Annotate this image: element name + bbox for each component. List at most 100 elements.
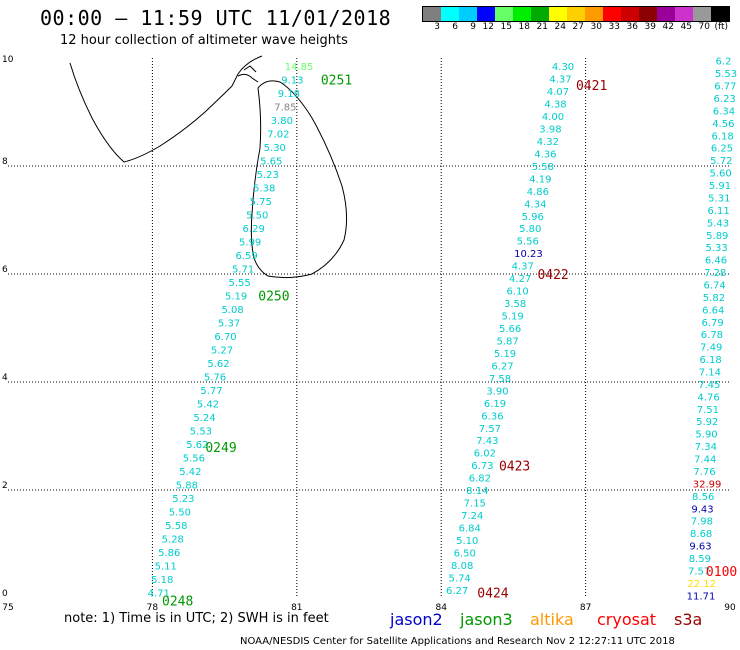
color-scale-labels: 3 6 9 12 15 18 21 24 27 30 33 36 39 42 45 70 (ft) (422, 22, 728, 32)
wave-height-value: 5.60 (710, 169, 732, 180)
pass-time-label: 0421 (576, 79, 607, 94)
wave-height-value: 5.77 (200, 386, 222, 397)
wave-height-value: 5.75 (250, 197, 272, 208)
color-scale-label: 70 (698, 22, 710, 32)
legend-s3a: s3a (674, 610, 703, 629)
wave-height-value: 5.11 (155, 562, 177, 573)
color-swatch (585, 7, 603, 21)
color-swatch (423, 7, 441, 21)
color-scale-label: 6 (452, 22, 458, 32)
wave-height-value: 5.72 (710, 156, 732, 167)
wave-height-value: 3.58 (504, 299, 526, 310)
wave-height-value: 5.87 (496, 336, 518, 347)
wave-height-value: 8.14 (466, 486, 488, 497)
wave-height-value: 10.23 (514, 249, 543, 260)
pass-time-label: 0423 (499, 460, 530, 475)
wave-height-value: 7.24 (461, 511, 483, 522)
wave-height-value: 6.46 (705, 256, 727, 267)
wave-height-value: 7.28 (704, 268, 726, 279)
color-scale-label: 30 (590, 22, 602, 32)
wave-height-value: 5.19 (225, 292, 247, 303)
wave-height-value: 6.11 (708, 206, 730, 217)
wave-height-value: 6.2 (716, 57, 732, 68)
wave-height-value: 6.78 (701, 330, 723, 341)
wave-height-value: 7.15 (464, 499, 486, 510)
wave-height-value: 9.43 (691, 504, 713, 515)
wave-height-value: 5.42 (179, 467, 201, 478)
x-tick-label: 87 (580, 603, 591, 613)
wave-height-value: 6.18 (699, 355, 721, 366)
color-scale-label: 33 (608, 22, 620, 32)
wave-height-value: 5.58 (165, 521, 187, 532)
coastline-sri-lanka-north (237, 65, 259, 83)
wave-height-value: 5.23 (172, 494, 194, 505)
wave-height-value: 4.07 (547, 87, 569, 98)
wave-height-value: 4.34 (524, 199, 546, 210)
pass-time-label: 0249 (205, 441, 236, 456)
page-title: 00:00 – 11:59 UTC 11/01/2018 (40, 6, 392, 30)
legend-jason3: jason3 (460, 610, 513, 629)
color-swatch (693, 7, 711, 21)
color-swatch (549, 7, 567, 21)
wave-height-value: 6.18 (712, 131, 734, 142)
pass-time-label: 0424 (477, 587, 508, 602)
wave-height-value: 6.70 (214, 332, 236, 343)
color-swatch (567, 7, 585, 21)
wave-height-value: 5.90 (695, 430, 717, 441)
y-tick-label: 10 (2, 55, 14, 65)
wave-height-value: 6.34 (713, 106, 735, 117)
wave-height-value: 4.27 (509, 274, 531, 285)
wave-height-value: 5.10 (456, 536, 478, 547)
wave-height-value: 5.08 (221, 305, 243, 316)
wave-height-value: 5.62 (186, 440, 208, 451)
x-tick-label: 78 (147, 603, 159, 613)
wave-height-value: 7.85 (274, 103, 296, 114)
wave-height-value: 5.76 (204, 373, 226, 384)
color-scale-label: 18 (518, 22, 530, 32)
pass-time-label: 0250 (258, 290, 289, 305)
legend-cryosat: cryosat (597, 610, 657, 629)
color-swatch (495, 7, 513, 21)
y-tick-label: 2 (2, 481, 8, 491)
pass-time-label: 0100 (706, 565, 737, 580)
wave-height-value: 5.27 (211, 346, 233, 357)
y-tick-label: 0 (2, 589, 8, 599)
wave-height-value: 6.73 (471, 461, 493, 472)
wave-height-value: 5.24 (193, 413, 215, 424)
color-swatch (657, 7, 675, 21)
color-swatch (603, 7, 621, 21)
wave-height-value: 32.99 (693, 479, 722, 490)
wave-height-value: 22.12 (687, 579, 716, 590)
wave-height-value: 5.42 (197, 400, 219, 411)
wave-height-value: 7.51 (697, 405, 719, 416)
coastline-sri-lanka (250, 80, 348, 279)
wave-height-value: 7.43 (476, 436, 498, 447)
wave-height-value: 5.56 (183, 454, 205, 465)
wave-height-value: 11.71 (687, 591, 716, 602)
color-scale-label: 45 (680, 22, 692, 32)
wave-height-value: 6.27 (491, 361, 513, 372)
wave-height-value: 5.18 (151, 575, 173, 586)
wave-height-value: 6.64 (702, 305, 724, 316)
wave-height-value: 6.82 (469, 474, 491, 485)
wave-height-value: 5.56 (517, 237, 539, 248)
wave-height-value: 5.82 (703, 293, 725, 304)
wave-height-value: 5.53 (715, 69, 737, 80)
wave-height-value: 4.37 (549, 75, 571, 86)
wave-height-value: 4.30 (552, 62, 574, 73)
x-tick-label: 90 (724, 603, 736, 613)
x-tick-label: 81 (291, 603, 302, 613)
wave-height-value: 9.13 (281, 76, 303, 87)
wave-height-value: 5.43 (707, 218, 729, 229)
wave-height-value: 7.57 (688, 566, 710, 577)
color-swatch (441, 7, 459, 21)
wave-height-value: 6.74 (703, 280, 725, 291)
wave-height-value: 5.19 (501, 312, 523, 323)
wave-height-value: 4.19 (529, 174, 551, 185)
x-tick-label: 75 (2, 603, 13, 613)
wave-height-value: 5.66 (499, 324, 521, 335)
wave-height-value: 4.56 (712, 119, 734, 130)
color-swatch (477, 7, 495, 21)
wave-height-value: 5.99 (239, 238, 261, 249)
wave-height-value: 8.59 (689, 554, 711, 565)
